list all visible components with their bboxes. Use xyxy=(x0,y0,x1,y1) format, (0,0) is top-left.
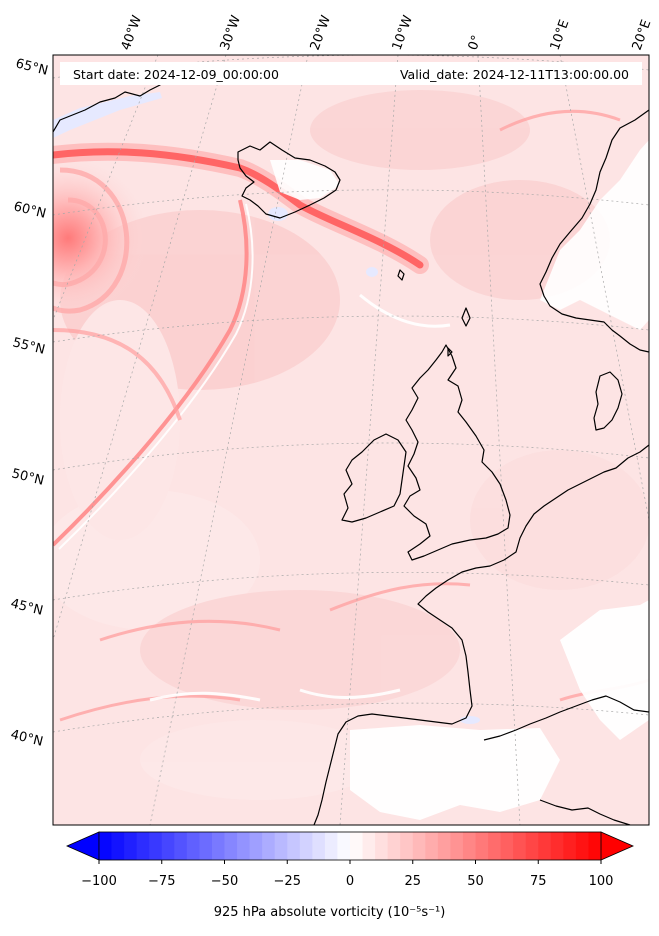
map-frame xyxy=(52,54,650,826)
lat-label: 40°N xyxy=(9,727,44,749)
colorbar-segment xyxy=(149,832,163,860)
colorbar-segment xyxy=(475,832,489,860)
colorbar-segment xyxy=(249,832,263,860)
colorbar-segment xyxy=(99,832,112,860)
colorbar-segment xyxy=(136,832,150,860)
colorbar-segment xyxy=(462,832,476,860)
coast-greenland xyxy=(53,79,166,133)
colorbar-tick-label: −25 xyxy=(274,874,301,889)
colorbar-segment xyxy=(513,832,527,860)
colorbar-segment xyxy=(400,832,414,860)
coast-great-britain xyxy=(403,344,511,561)
lon-label: 20°E xyxy=(630,18,655,53)
colorbar-segment xyxy=(174,832,188,860)
latitude-labels: 65°N 60°N 55°N 50°N 45°N 40°N xyxy=(9,56,49,749)
colorbar-segment xyxy=(186,832,200,860)
lat-label: 45°N xyxy=(9,596,44,618)
vortex-centre xyxy=(53,158,148,318)
coast-ireland xyxy=(341,433,407,523)
negative-vorticity-areas xyxy=(53,92,480,724)
colorbar-tick-label: 100 xyxy=(589,874,614,889)
lon-label: 30°W xyxy=(218,13,244,52)
colorbar-min-extend xyxy=(66,831,100,861)
map-area xyxy=(53,55,649,825)
colorbar-segment xyxy=(387,832,401,860)
valid-date-label: Valid_date: 2024-12-11T13:00:00.00 xyxy=(400,67,629,82)
vortex-spiral xyxy=(53,167,130,314)
colorbar-segment xyxy=(425,832,439,860)
colorbar-segment xyxy=(237,832,250,860)
lat-label: 55°N xyxy=(11,335,46,357)
colorbar-tick-label: −75 xyxy=(148,874,175,889)
lon-label: 20°W xyxy=(308,13,334,52)
frontal-band xyxy=(53,199,249,547)
colorbar-segment xyxy=(199,832,213,860)
colorbar-tick-label: 50 xyxy=(467,874,484,889)
colorbar-segment xyxy=(575,832,589,860)
colorbar-segment xyxy=(563,832,577,860)
colorbar-segment xyxy=(299,832,313,860)
colorbar-segment xyxy=(525,832,539,860)
colorbar-segment xyxy=(437,832,451,860)
colorbar-segment xyxy=(274,832,288,860)
lat-label: 65°N xyxy=(14,56,49,78)
colorbar-segment xyxy=(588,832,602,860)
colorbar-max-extend xyxy=(600,831,634,861)
colorbar-segment xyxy=(312,832,326,860)
colorbar-title: 925 hPa absolute vorticity (10⁻⁵s⁻¹) xyxy=(213,905,446,920)
coastlines xyxy=(53,79,649,825)
lat-label: 60°N xyxy=(12,199,47,221)
colorbar-segment xyxy=(538,832,552,860)
graticule xyxy=(53,55,649,825)
masked-terrain-areas xyxy=(270,140,649,820)
colorbar-segment xyxy=(224,832,238,860)
colorbar-tick-label: 75 xyxy=(530,874,547,889)
colorbar-segment xyxy=(161,832,175,860)
colorbar-tick-label: −50 xyxy=(211,874,238,889)
colorbar-segment xyxy=(362,832,376,860)
coast-denmark xyxy=(593,371,623,431)
colorbar-segment xyxy=(287,832,301,860)
colorbar-segment xyxy=(324,832,338,860)
longitude-labels: 40°W 30°W 20°W 10°W 0° 10°E 20°E xyxy=(119,13,655,52)
lat-label: 50°N xyxy=(10,466,45,488)
colorbar-tick-label: −100 xyxy=(81,874,117,889)
colorbar: −100 −75 −50 −25 0 25 50 75 100 xyxy=(66,831,634,889)
colorbar-segment xyxy=(488,832,501,860)
colorbar-segment xyxy=(211,832,225,860)
coast-europe xyxy=(313,444,649,825)
colorbar-segment xyxy=(124,832,138,860)
coast-norway xyxy=(539,109,649,353)
colorbar-segment xyxy=(412,832,426,860)
colorbar-segment xyxy=(337,832,351,860)
colorbar-segment xyxy=(550,832,564,860)
colorbar-segment xyxy=(375,832,389,860)
colorbar-segment xyxy=(111,832,125,860)
header-box xyxy=(60,62,642,85)
coast-iceland xyxy=(237,141,341,219)
lon-label: 40°W xyxy=(119,13,145,52)
colorbar-segment xyxy=(450,832,464,860)
colorbar-segment xyxy=(262,832,276,860)
lon-label: 10°W xyxy=(390,13,416,52)
colorbar-tick-label: 25 xyxy=(404,874,421,889)
colorbar-segment xyxy=(350,832,363,860)
start-date-label: Start date: 2024-12-09_00:00:00 xyxy=(73,67,279,82)
colorbar-segment xyxy=(500,832,514,860)
lon-label: 0° xyxy=(466,33,485,52)
colorbar-tick-label: 0 xyxy=(346,874,354,889)
lon-label: 10°E xyxy=(548,18,573,53)
